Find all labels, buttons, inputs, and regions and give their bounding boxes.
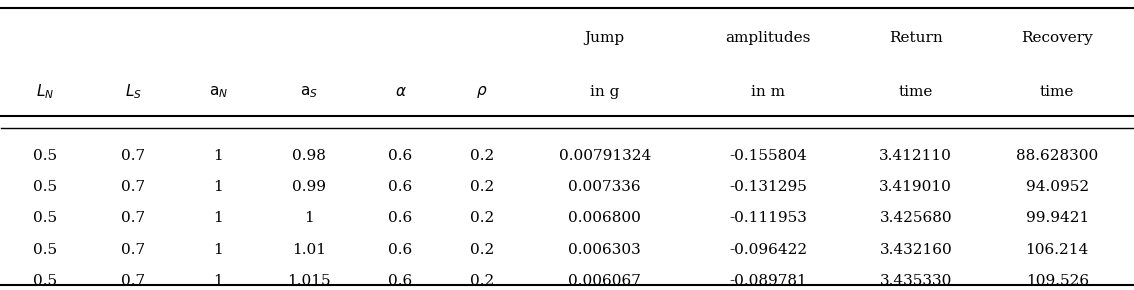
Text: $\mathrm{a}_N$: $\mathrm{a}_N$ [209, 84, 228, 100]
Text: 0.006303: 0.006303 [568, 242, 641, 257]
Text: -0.089781: -0.089781 [729, 274, 807, 288]
Text: 0.2: 0.2 [469, 149, 494, 163]
Text: Jump: Jump [585, 31, 625, 45]
Text: 0.00791324: 0.00791324 [559, 149, 651, 163]
Text: 106.214: 106.214 [1025, 242, 1089, 257]
Text: 3.435330: 3.435330 [880, 274, 951, 288]
Text: 0.006067: 0.006067 [568, 274, 641, 288]
Text: 0.7: 0.7 [121, 180, 145, 194]
Text: 1: 1 [213, 274, 223, 288]
Text: 0.6: 0.6 [388, 274, 413, 288]
Text: $\rho$: $\rho$ [476, 84, 488, 100]
Text: $\alpha$: $\alpha$ [395, 85, 406, 99]
Text: 1: 1 [213, 211, 223, 225]
Text: time: time [1040, 85, 1074, 99]
Text: 0.2: 0.2 [469, 274, 494, 288]
Text: 3.419010: 3.419010 [879, 180, 953, 194]
Text: Recovery: Recovery [1022, 31, 1093, 45]
Text: 0.5: 0.5 [33, 242, 58, 257]
Text: 94.0952: 94.0952 [1025, 180, 1089, 194]
Text: 88.628300: 88.628300 [1016, 149, 1099, 163]
Text: 0.6: 0.6 [388, 180, 413, 194]
Text: 0.006800: 0.006800 [568, 211, 641, 225]
Text: 3.425680: 3.425680 [880, 211, 953, 225]
Text: 1: 1 [213, 180, 223, 194]
Text: 1.015: 1.015 [288, 274, 331, 288]
Text: 0.5: 0.5 [33, 274, 58, 288]
Text: 0.99: 0.99 [293, 180, 327, 194]
Text: 1: 1 [213, 149, 223, 163]
Text: 1: 1 [304, 211, 314, 225]
Text: 99.9421: 99.9421 [1025, 211, 1089, 225]
Text: 0.2: 0.2 [469, 242, 494, 257]
Text: -0.131295: -0.131295 [729, 180, 807, 194]
Text: Return: Return [889, 31, 942, 45]
Text: $L_S$: $L_S$ [125, 83, 142, 102]
Text: 1: 1 [213, 242, 223, 257]
Text: 109.526: 109.526 [1025, 274, 1089, 288]
Text: 0.7: 0.7 [121, 274, 145, 288]
Text: -0.096422: -0.096422 [729, 242, 807, 257]
Text: 0.6: 0.6 [388, 211, 413, 225]
Text: -0.111953: -0.111953 [729, 211, 807, 225]
Text: 3.412110: 3.412110 [879, 149, 953, 163]
Text: $\mathrm{a}_S$: $\mathrm{a}_S$ [301, 84, 319, 100]
Text: $L_N$: $L_N$ [36, 83, 54, 102]
Text: 0.7: 0.7 [121, 149, 145, 163]
Text: in m: in m [751, 85, 785, 99]
Text: amplitudes: amplitudes [726, 31, 811, 45]
Text: 0.2: 0.2 [469, 180, 494, 194]
Text: time: time [898, 85, 933, 99]
Text: 0.7: 0.7 [121, 242, 145, 257]
Text: 0.2: 0.2 [469, 211, 494, 225]
Text: 0.7: 0.7 [121, 211, 145, 225]
Text: 1.01: 1.01 [293, 242, 327, 257]
Text: 0.5: 0.5 [33, 149, 58, 163]
Text: 0.5: 0.5 [33, 180, 58, 194]
Text: 0.5: 0.5 [33, 211, 58, 225]
Text: 0.6: 0.6 [388, 242, 413, 257]
Text: -0.155804: -0.155804 [729, 149, 807, 163]
Text: in g: in g [590, 85, 619, 99]
Text: 0.98: 0.98 [293, 149, 327, 163]
Text: 3.432160: 3.432160 [880, 242, 953, 257]
Text: 0.007336: 0.007336 [568, 180, 641, 194]
Text: 0.6: 0.6 [388, 149, 413, 163]
